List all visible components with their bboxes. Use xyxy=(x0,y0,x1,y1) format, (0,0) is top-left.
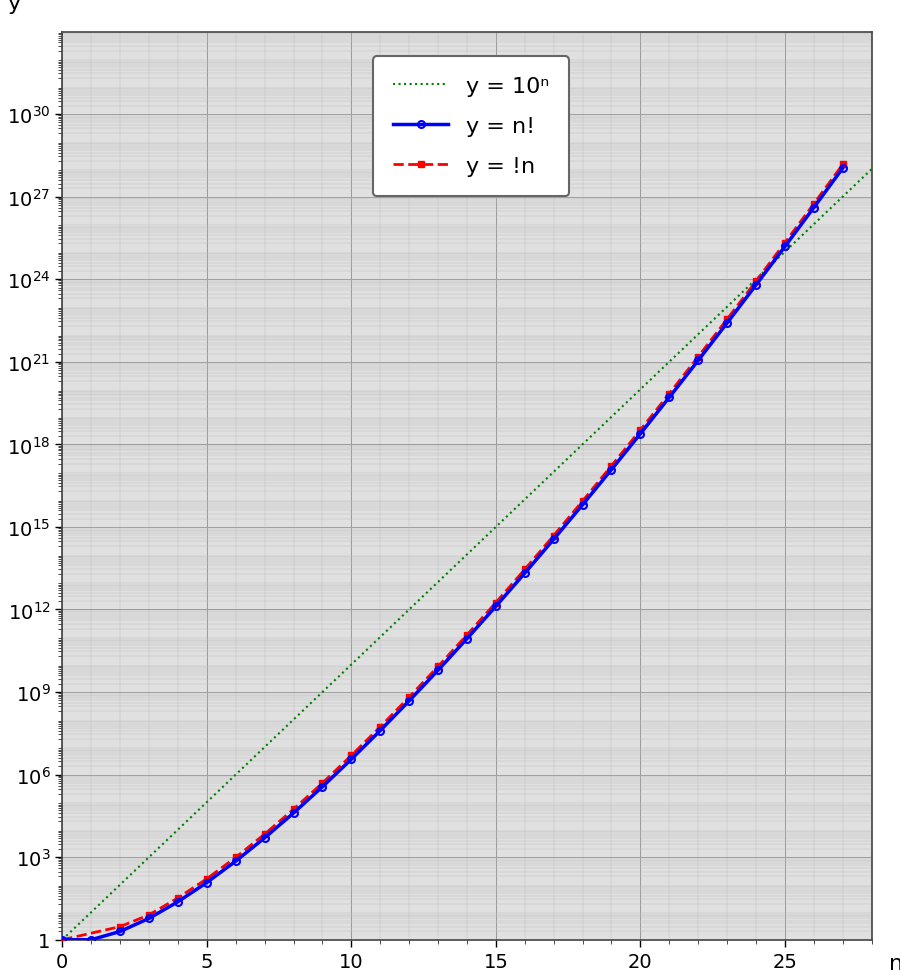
y = !n xyxy=(173,892,184,904)
y = !n xyxy=(404,691,415,703)
y = 10ⁿ xyxy=(495,517,506,529)
y = n! xyxy=(722,318,733,330)
y = !n xyxy=(693,351,704,363)
y = n! xyxy=(751,280,761,291)
y = !n xyxy=(202,873,212,885)
y = n! xyxy=(635,428,646,440)
y = n! xyxy=(433,665,444,677)
y = n! xyxy=(519,567,530,579)
y = 10ⁿ xyxy=(446,563,457,575)
y = !n xyxy=(144,910,155,921)
y = n! xyxy=(693,355,704,367)
Y-axis label: y: y xyxy=(7,0,21,15)
y = n! xyxy=(808,202,819,214)
y = !n xyxy=(779,238,790,249)
y = !n xyxy=(462,630,472,642)
X-axis label: n: n xyxy=(889,954,900,973)
y = !n xyxy=(288,804,299,816)
y = 10ⁿ xyxy=(441,568,452,580)
Line: y = 10ⁿ: y = 10ⁿ xyxy=(62,170,871,940)
y = !n xyxy=(317,778,328,789)
y = !n xyxy=(751,276,761,288)
y = n! xyxy=(404,695,415,707)
y = !n xyxy=(259,828,270,840)
y = !n xyxy=(57,934,68,946)
y = n! xyxy=(173,896,184,908)
y = n! xyxy=(548,534,559,546)
y = 10ⁿ xyxy=(538,475,549,487)
y = !n xyxy=(808,199,819,210)
y = !n xyxy=(519,564,530,576)
y = !n xyxy=(433,661,444,673)
y = !n xyxy=(548,530,559,542)
Legend: y = 10ⁿ, y = n!, y = !n: y = 10ⁿ, y = n!, y = !n xyxy=(373,57,570,197)
y = n! xyxy=(779,242,790,253)
y = n! xyxy=(664,392,675,404)
y = !n xyxy=(664,388,675,400)
y = !n xyxy=(230,852,241,864)
y = !n xyxy=(635,424,646,436)
y = !n xyxy=(491,597,501,608)
y = 10ⁿ xyxy=(866,164,877,176)
y = n! xyxy=(57,934,68,946)
y = 10ⁿ xyxy=(720,303,731,315)
y = n! xyxy=(346,754,356,766)
y = !n xyxy=(606,461,616,472)
y = !n xyxy=(114,921,125,933)
y = 10ⁿ xyxy=(57,934,68,946)
y = !n xyxy=(577,496,588,508)
y = n! xyxy=(491,600,501,612)
y = n! xyxy=(288,807,299,819)
y = !n xyxy=(346,750,356,762)
y = n! xyxy=(606,465,616,476)
Line: y = n!: y = n! xyxy=(58,165,846,943)
y = n! xyxy=(230,856,241,867)
y = !n xyxy=(722,314,733,326)
y = n! xyxy=(577,500,588,511)
y = n! xyxy=(374,725,385,736)
y = n! xyxy=(114,925,125,937)
y = n! xyxy=(144,912,155,924)
Line: y = !n: y = !n xyxy=(58,161,846,943)
y = !n xyxy=(374,721,385,733)
y = n! xyxy=(837,163,848,175)
y = !n xyxy=(837,159,848,171)
y = n! xyxy=(86,934,96,946)
y = n! xyxy=(317,781,328,793)
y = n! xyxy=(462,633,472,645)
y = n! xyxy=(259,832,270,844)
y = 10ⁿ xyxy=(847,183,858,195)
y = n! xyxy=(202,876,212,888)
